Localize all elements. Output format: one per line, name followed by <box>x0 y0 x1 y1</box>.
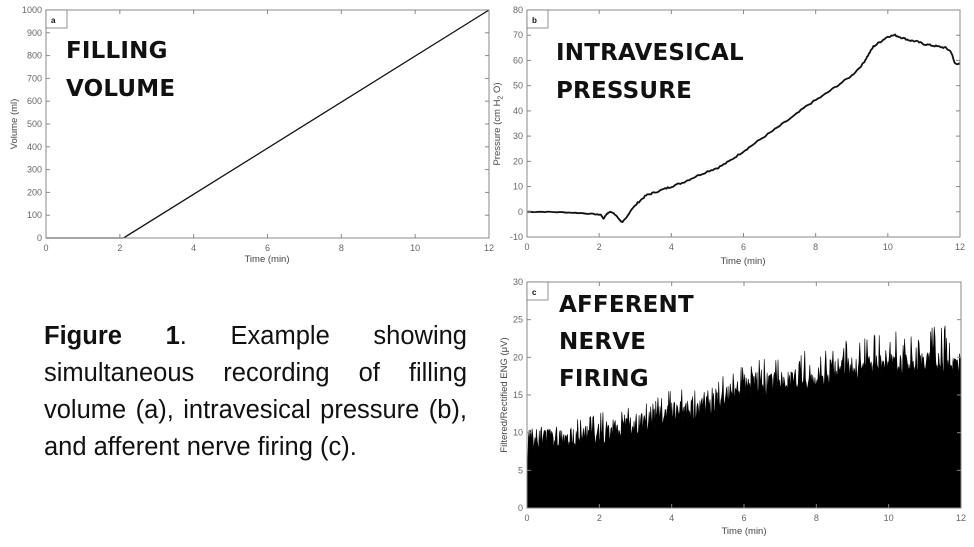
y-tick-label: 50 <box>513 81 523 91</box>
x-tick-label: 4 <box>191 243 196 253</box>
x-tick-label: 0 <box>43 243 48 253</box>
y-tick-label: 200 <box>27 187 42 197</box>
chart-a-xlabel: Time (min) <box>244 254 289 265</box>
x-tick-label: 12 <box>484 243 494 253</box>
y-tick-label: 700 <box>27 73 42 83</box>
y-tick-label: 80 <box>513 5 523 15</box>
chart-a-panel-letter: a <box>51 16 56 25</box>
chart-b-xticks: 0 2 4 6 8 10 12 <box>524 10 965 252</box>
chart-b-title-line-2: PRESSURE <box>556 78 692 104</box>
y-tick-label: 600 <box>27 96 42 106</box>
y-tick-label: 1000 <box>22 5 42 15</box>
y-tick-label: 10 <box>513 182 523 192</box>
x-tick-label: 8 <box>339 243 344 253</box>
chart-c-marks <box>526 325 962 509</box>
y-tick-label: 0 <box>518 503 523 513</box>
x-tick-label: 6 <box>265 243 270 253</box>
chart-b-ylabel: Pressure (cm H2 O) <box>492 82 505 165</box>
chart-b-xlabel: Time (min) <box>720 256 765 267</box>
x-tick-label: 2 <box>117 243 122 253</box>
chart-c-panel-letter-box: c <box>526 281 549 301</box>
y-tick-label: 100 <box>27 210 42 220</box>
chart-a-ylabel: Volume (ml) <box>9 99 20 150</box>
x-tick-label: 10 <box>884 513 894 523</box>
y-tick-label: 800 <box>27 51 42 61</box>
x-tick-label: 12 <box>956 513 966 523</box>
chart-a-yticks: 0 100 200 300 400 500 600 700 800 900 1000 <box>22 5 489 243</box>
chart-a-panel-letter-box: a <box>45 9 68 29</box>
chart-c-yticks: 0 5 10 15 20 25 30 <box>513 277 961 513</box>
chart-b-panel-letter-box: b <box>526 9 549 29</box>
figure-label: Figure 1 <box>44 322 180 350</box>
y-tick-label: 500 <box>27 119 42 129</box>
chart-a-title-line-1: FILLING <box>66 38 168 64</box>
chart-a-xticks: 0 2 4 6 8 10 12 <box>43 10 494 253</box>
x-tick-label: 10 <box>410 243 420 253</box>
chart-c-xlabel: Time (min) <box>721 526 766 537</box>
y-tick-label: 300 <box>27 165 42 175</box>
x-tick-label: 4 <box>669 513 674 523</box>
chart-c-title-line-2: NERVE <box>559 329 646 355</box>
chart-c-xticks: 0 2 4 6 8 10 12 <box>524 282 966 523</box>
y-tick-label: 10 <box>513 428 523 438</box>
x-tick-label: 0 <box>524 242 529 252</box>
y-tick-label: 25 <box>513 315 523 325</box>
chart-b-marks <box>526 33 961 224</box>
x-tick-label: 8 <box>813 242 818 252</box>
figure-caption: Figure 1. Example showing simultaneous r… <box>44 318 467 466</box>
y-tick-label: 0 <box>37 233 42 243</box>
x-tick-label: 4 <box>669 242 674 252</box>
y-tick-label: 60 <box>513 55 523 65</box>
x-tick-label: 6 <box>741 242 746 252</box>
y-tick-label: 30 <box>513 277 523 287</box>
chart-c-panel-letter: c <box>532 288 537 297</box>
y-tick-label: 0 <box>518 207 523 217</box>
y-tick-label: 40 <box>513 106 523 116</box>
chart-c-title-line-3: FIRING <box>559 366 649 392</box>
x-tick-label: 0 <box>524 513 529 523</box>
caption-text: . Example showing simultaneous recording… <box>44 322 467 461</box>
chart-b-panel-letter: b <box>532 16 537 25</box>
x-tick-label: 2 <box>597 242 602 252</box>
x-tick-label: 8 <box>814 513 819 523</box>
y-tick-label: 20 <box>513 352 523 362</box>
y-tick-label: 70 <box>513 30 523 40</box>
x-tick-label: 2 <box>597 513 602 523</box>
chart-c-title-line-1: AFFERENT <box>559 292 694 318</box>
y-tick-label: 900 <box>27 28 42 38</box>
y-tick-label: 400 <box>27 142 42 152</box>
x-tick-label: 10 <box>883 242 893 252</box>
chart-c-ylabel: Filtered/Rectified ENG (μV) <box>499 337 510 452</box>
y-tick-label: 5 <box>518 465 523 475</box>
y-tick-label: 15 <box>513 390 523 400</box>
y-tick-label: 30 <box>513 131 523 141</box>
y-tick-label: -10 <box>510 232 523 242</box>
chart-b-title-line-1: INTRAVESICAL <box>556 40 744 66</box>
chart-b-yticks: -10 0 10 20 30 40 50 60 70 80 <box>510 5 960 242</box>
x-tick-label: 12 <box>955 242 965 252</box>
series-line <box>526 33 961 224</box>
y-tick-label: 20 <box>513 156 523 166</box>
x-tick-label: 6 <box>741 513 746 523</box>
nerve-firing-signal <box>526 325 962 509</box>
chart-a-title-line-2: VOLUME <box>66 76 175 102</box>
